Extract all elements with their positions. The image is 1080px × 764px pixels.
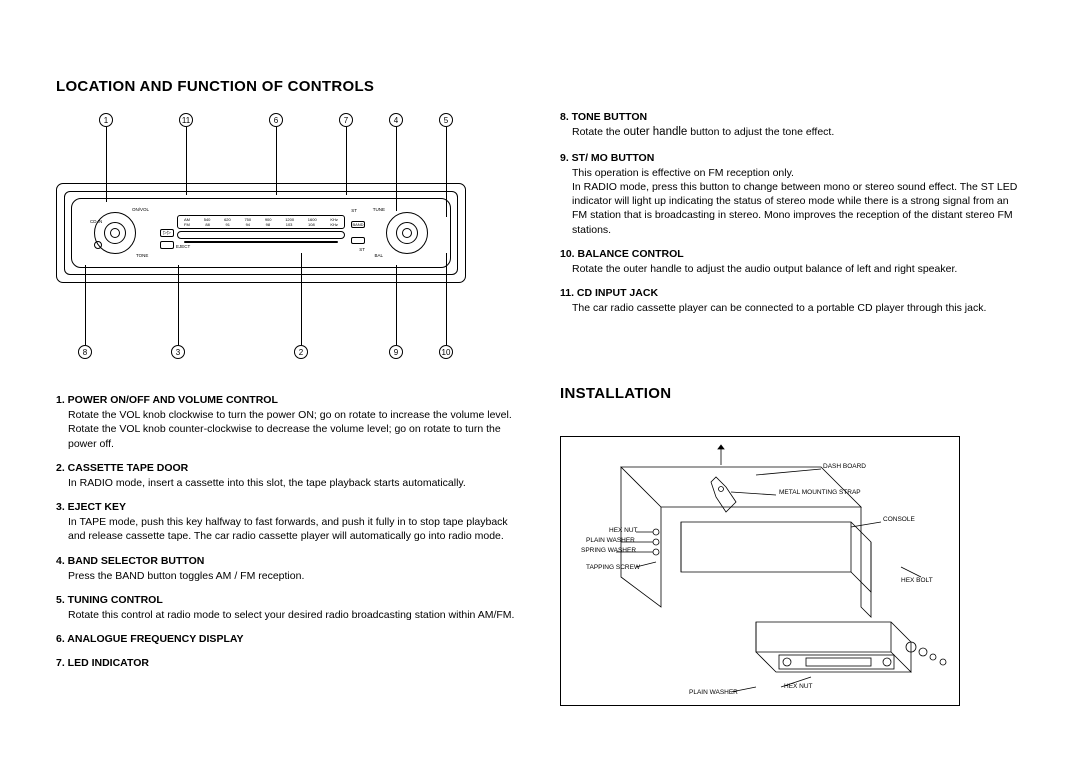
- control-desc: This operation is effective on FM recept…: [572, 166, 1024, 237]
- fm-label: FM: [184, 222, 190, 227]
- tune-label: TUNE: [373, 207, 385, 212]
- control-title: 5. TUNING CONTROL: [56, 593, 520, 607]
- callout-11: 11: [179, 113, 193, 127]
- label-plainwasher2: PLAIN WASHER: [689, 689, 738, 696]
- label-hexnut2: HEX NUT: [784, 683, 813, 690]
- desc-pre: Rotate the: [572, 126, 623, 138]
- ff-button: ▷▷: [160, 229, 174, 237]
- spacer: [560, 325, 1024, 385]
- controls-list-right: 8. TONE BUTTON Rotate the outer handle b…: [560, 110, 1024, 325]
- control-item-11: 11. CD INPUT JACK The car radio cassette…: [560, 286, 1024, 315]
- control-desc: In RADIO mode, insert a cassette into th…: [68, 476, 520, 490]
- callout-5: 5: [439, 113, 453, 127]
- radio-diagram: 1 11 6 7 4 5 8 3 2 9 10: [56, 113, 466, 363]
- control-item-2: 2. CASSETTE TAPE DOOR In RADIO mode, ins…: [56, 461, 520, 490]
- desc-post: button to adjust the tone effect.: [687, 126, 834, 138]
- control-title: 11. CD INPUT JACK: [560, 286, 1024, 300]
- control-title: 3. EJECT KEY: [56, 500, 520, 514]
- control-title: 6. ANALOGUE FREQUENCY DISPLAY: [56, 632, 520, 646]
- callout-8: 8: [78, 345, 92, 359]
- frequency-display: AM 540 620 750 900 1200 1600 KHz FM 88 9…: [177, 215, 345, 229]
- control-title: 8. TONE BUTTON: [560, 110, 1024, 124]
- tone-label: TONE: [136, 253, 148, 258]
- control-item-5: 5. TUNING CONTROL Rotate this control at…: [56, 593, 520, 622]
- label-tapscrew: TAPPING SCREW: [586, 564, 640, 571]
- installation-title: INSTALLATION: [560, 385, 1024, 402]
- radio-bezel-outer: AM 540 620 750 900 1200 1600 KHz FM 88 9…: [56, 183, 466, 283]
- control-item-10: 10. BALANCE CONTROL Rotate the outer han…: [560, 247, 1024, 276]
- label-console: CONSOLE: [883, 516, 915, 523]
- control-desc: In TAPE mode, push this key halfway to f…: [68, 515, 520, 543]
- control-desc: Rotate this control at radio mode to sel…: [68, 608, 520, 622]
- control-item-8: 8. TONE BUTTON Rotate the outer handle b…: [560, 110, 1024, 141]
- control-title: 4. BAND SELECTOR BUTTON: [56, 554, 520, 568]
- label-hexbolt: HEX BOLT: [901, 577, 933, 584]
- band-button: BAND: [351, 221, 365, 228]
- cd-input-jack: [94, 241, 102, 249]
- control-desc: Press the BAND button toggles AM / FM re…: [68, 569, 520, 583]
- control-desc: Rotate the outer handle to adjust the au…: [572, 262, 1024, 276]
- control-item-9: 9. ST/ MO BUTTON This operation is effec…: [560, 151, 1024, 237]
- control-item-3: 3. EJECT KEY In TAPE mode, push this key…: [56, 500, 520, 544]
- stmo-label: ST: [359, 247, 365, 252]
- onvol-label: ON/VOL: [132, 207, 149, 212]
- control-item-6: 6. ANALOGUE FREQUENCY DISPLAY: [56, 632, 520, 646]
- control-desc: The car radio cassette player can be con…: [572, 301, 1024, 315]
- callout-1: 1: [99, 113, 113, 127]
- callout-7: 7: [339, 113, 353, 127]
- eject-button: [160, 241, 174, 249]
- control-title: 2. CASSETTE TAPE DOOR: [56, 461, 520, 475]
- right-column: 8. TONE BUTTON Rotate the outer handle b…: [560, 78, 1024, 724]
- cdin-label: CD IN: [90, 219, 102, 224]
- control-title: 1. POWER ON/OFF AND VOLUME CONTROL: [56, 393, 520, 407]
- installation-diagram: DASH BOARD METAL MOUNTING STRAP HEX NUT …: [560, 436, 960, 706]
- radio-face: AM 540 620 750 900 1200 1600 KHz FM 88 9…: [71, 198, 451, 268]
- controls-title: LOCATION AND FUNCTION OF CONTROLS: [56, 78, 520, 95]
- tuning-knob: [386, 212, 428, 254]
- control-desc: Rotate the VOL knob clockwise to turn th…: [68, 408, 520, 451]
- label-hexnut: HEX NUT: [609, 527, 638, 534]
- control-item-1: 1. POWER ON/OFF AND VOLUME CONTROL Rotat…: [56, 393, 520, 451]
- label-plainwasher: PLAIN WASHER: [586, 537, 635, 544]
- controls-list-left: 1. POWER ON/OFF AND VOLUME CONTROL Rotat…: [56, 393, 520, 681]
- callout-4: 4: [389, 113, 403, 127]
- cassette-window: [184, 241, 338, 243]
- cassette-door: [177, 231, 345, 239]
- stmo-button: [351, 237, 365, 244]
- fm-scale: FM 88 91 94 98 103 108 KHz: [184, 222, 338, 227]
- bal-label: BAL: [374, 253, 383, 258]
- desc-mid: outer handle: [623, 126, 687, 138]
- label-strap: METAL MOUNTING STRAP: [779, 489, 861, 496]
- eject-label: EJECT: [176, 244, 190, 249]
- callout-3: 3: [171, 345, 185, 359]
- spacer: [560, 78, 1024, 110]
- label-dash: DASH BOARD: [823, 463, 866, 470]
- control-title: 10. BALANCE CONTROL: [560, 247, 1024, 261]
- control-title: 7. LED INDICATOR: [56, 656, 520, 670]
- label-springwasher: SPRING WASHER: [581, 547, 636, 554]
- control-desc: Rotate the outer handle button to adjust…: [572, 125, 1024, 141]
- callout-6: 6: [269, 113, 283, 127]
- callout-9: 9: [389, 345, 403, 359]
- install-svg: [561, 437, 961, 707]
- callout-2: 2: [294, 345, 308, 359]
- control-item-7: 7. LED INDICATOR: [56, 656, 520, 670]
- st-label: ST: [351, 208, 357, 213]
- callout-10: 10: [439, 345, 453, 359]
- left-column: LOCATION AND FUNCTION OF CONTROLS 1 11 6…: [56, 78, 520, 724]
- control-item-4: 4. BAND SELECTOR BUTTON Press the BAND b…: [56, 554, 520, 583]
- control-title: 9. ST/ MO BUTTON: [560, 151, 1024, 165]
